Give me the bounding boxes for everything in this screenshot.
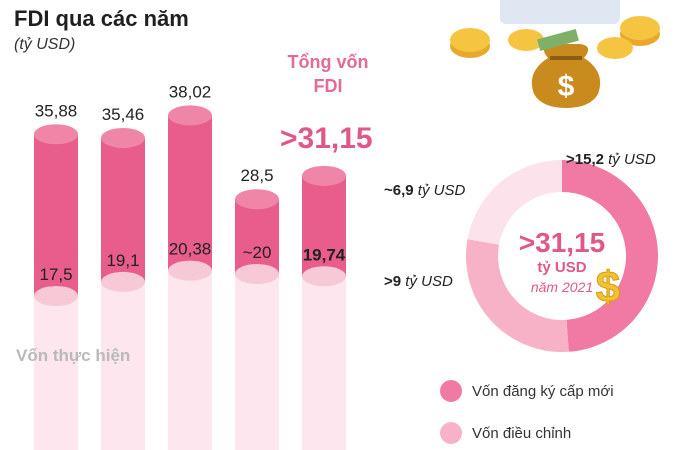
bar-total-1 bbox=[101, 137, 145, 282]
screen-shape bbox=[500, 0, 620, 24]
bar-realized-1 bbox=[101, 281, 145, 450]
bar-realized-top-3 bbox=[235, 264, 279, 284]
legend-item-new: Vốn đăng ký cấp mới bbox=[440, 380, 614, 402]
money-illustration: $ bbox=[450, 0, 660, 108]
bar-total-top-3 bbox=[235, 189, 279, 210]
bar-series-group: 35,8817,535,4619,138,0220,3828,5~20>31,1… bbox=[34, 82, 346, 450]
realized-capital-label: Vốn thực hiện bbox=[16, 346, 131, 365]
bar-realized-top-2 bbox=[168, 260, 212, 281]
bar-total-0 bbox=[34, 134, 78, 296]
bar-total-label-3: 28,5 bbox=[240, 166, 273, 185]
bar-total-top-4 bbox=[302, 165, 346, 186]
bar-total-3 bbox=[235, 199, 279, 274]
donut-center-year: năm 2021 bbox=[531, 279, 593, 295]
bar-realized-label-3: ~20 bbox=[243, 243, 272, 262]
callout-label-line2: FDI bbox=[313, 76, 343, 96]
bar-realized-4 bbox=[302, 276, 346, 450]
legend-label-adjusted: Vốn điều chỉnh bbox=[472, 424, 572, 442]
callout-label-line1: Tổng vốn bbox=[287, 52, 369, 72]
bar-realized-2 bbox=[168, 270, 212, 450]
donut-center-value: >31,15 bbox=[519, 227, 605, 258]
bar-realized-3 bbox=[235, 274, 279, 450]
donut-label-new-value: >15,2 bbox=[566, 151, 604, 168]
unit-label: (tỷ USD) bbox=[14, 36, 76, 53]
money-bag-icon: $ bbox=[531, 44, 601, 108]
donut-label-share-value: ~6,9 bbox=[384, 182, 414, 199]
bar-total-top-2 bbox=[168, 105, 212, 126]
bar-realized-top-4 bbox=[302, 266, 346, 287]
legend-label-new: Vốn đăng ký cấp mới bbox=[472, 382, 614, 400]
legend-dot-new bbox=[440, 380, 462, 402]
bar-realized-label-1: 19,1 bbox=[106, 251, 139, 270]
bar-realized-label-2: 20,38 bbox=[169, 240, 212, 259]
callout-label: Tổng vốn FDI bbox=[268, 50, 388, 98]
bar-realized-label-0: 17,5 bbox=[39, 265, 72, 284]
donut-label-new-unit: tỷ USD bbox=[608, 151, 656, 168]
donut-slice-new bbox=[562, 160, 659, 352]
donut-label-adjusted: >9 tỷ USD bbox=[384, 273, 453, 290]
bar-realized-top-0 bbox=[34, 286, 78, 306]
donut-slice-adjusted bbox=[466, 239, 569, 353]
bar-total-top-1 bbox=[101, 127, 145, 148]
legend-item-adjusted: Vốn điều chỉnh bbox=[440, 422, 571, 444]
donut-label-share: ~6,9 tỷ USD bbox=[384, 182, 465, 199]
donut-label-adjusted-value: >9 bbox=[384, 273, 402, 290]
bar-realized-top-1 bbox=[101, 271, 145, 292]
chart-title: FDI qua các năm bbox=[14, 6, 189, 31]
donut-label-adjusted-unit: tỷ USD bbox=[405, 273, 453, 290]
callout-value: >31,15 bbox=[280, 122, 373, 155]
coin-stack-icon bbox=[450, 16, 660, 59]
bar-total-label-0: 35,88 bbox=[35, 101, 78, 120]
bar-total-top-0 bbox=[34, 124, 78, 145]
bar-total-label-2: 38,02 bbox=[169, 82, 212, 101]
legend-dot-adjusted bbox=[440, 422, 462, 444]
dollar-sign-icon: $ bbox=[558, 70, 575, 103]
bar-total-label-1: 35,46 bbox=[102, 105, 145, 124]
donut-label-new: >15,2 tỷ USD bbox=[566, 151, 656, 168]
donut-center-unit: tỷ USD bbox=[537, 259, 586, 276]
bar-realized-0 bbox=[34, 296, 78, 450]
bar-realized-label-4: 19,74 bbox=[303, 245, 346, 264]
bar-total-2 bbox=[168, 115, 212, 271]
bar-total-4 bbox=[302, 175, 346, 277]
dollar-sign-icon: $ bbox=[596, 263, 620, 312]
donut-slice-share bbox=[467, 160, 562, 245]
donut-label-share-unit: tỷ USD bbox=[417, 182, 466, 199]
